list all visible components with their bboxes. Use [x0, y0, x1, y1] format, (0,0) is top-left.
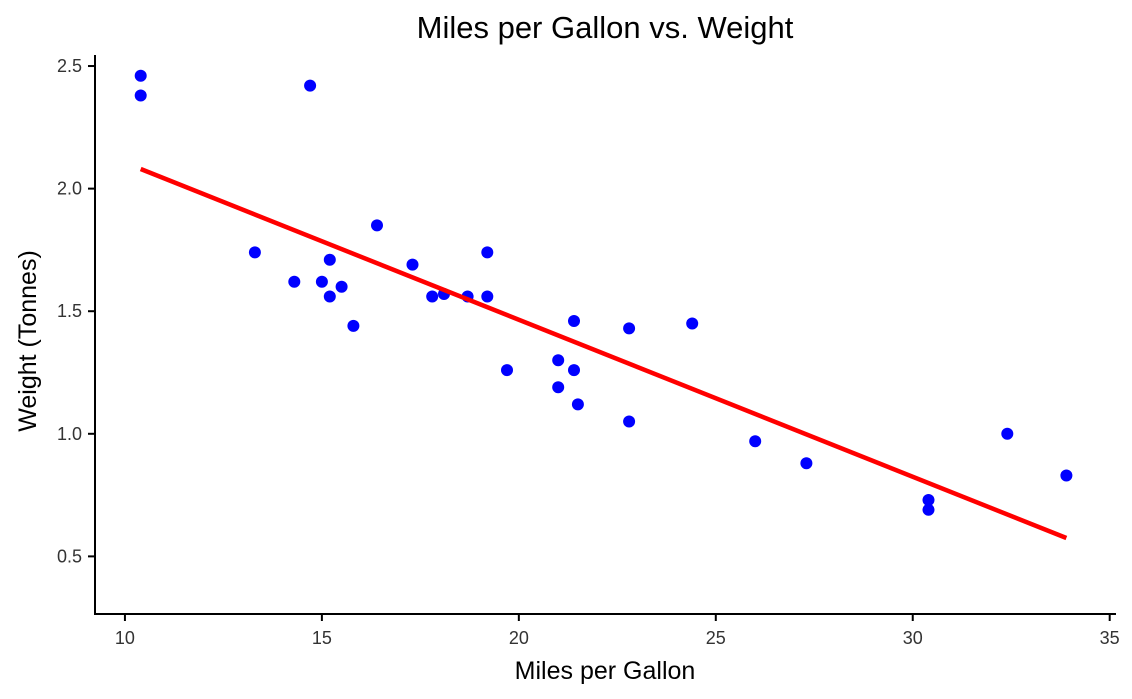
data-point — [426, 290, 439, 303]
x-tick-label: 30 — [903, 628, 923, 648]
data-point — [134, 89, 147, 102]
data-point — [922, 494, 935, 506]
data-point — [371, 219, 383, 232]
y-tick-label: 1.5 — [57, 301, 82, 321]
points-layer — [134, 69, 1073, 516]
data-point — [552, 354, 565, 367]
x-axis-ticks: 10 15 20 25 30 35 — [115, 614, 1120, 648]
data-point — [501, 364, 513, 377]
x-axis-title: Miles per Gallon — [515, 657, 696, 685]
data-point — [315, 275, 328, 288]
data-point — [288, 275, 301, 288]
data-point — [481, 290, 494, 303]
data-point — [406, 258, 419, 271]
data-point — [323, 253, 336, 266]
data-point — [568, 315, 580, 327]
data-point — [922, 503, 935, 516]
data-point — [1060, 469, 1073, 482]
y-axis-ticks: 0.5 1.0 1.5 2.0 2.5 — [57, 56, 95, 566]
data-point — [481, 246, 494, 259]
data-point — [134, 69, 147, 82]
data-point — [568, 364, 580, 377]
x-tick-label: 20 — [509, 628, 529, 648]
trend-line — [139, 166, 1068, 541]
data-point — [323, 290, 336, 303]
data-point — [623, 415, 636, 428]
data-point — [552, 381, 565, 394]
data-point — [248, 246, 261, 259]
trend-layer — [139, 166, 1068, 541]
data-point — [800, 457, 813, 470]
data-point — [571, 398, 584, 411]
data-point — [686, 317, 699, 330]
y-tick-label: 2.0 — [57, 179, 82, 199]
x-tick-label: 35 — [1100, 628, 1120, 648]
data-point — [623, 322, 636, 335]
data-point — [347, 319, 360, 332]
y-tick-label: 2.5 — [57, 56, 82, 76]
data-point — [335, 280, 348, 293]
y-axis-title: Weight (Tonnes) — [14, 250, 42, 432]
x-tick-label: 10 — [115, 628, 135, 648]
data-point — [749, 435, 762, 448]
data-point — [1001, 427, 1014, 440]
x-tick-label: 15 — [312, 628, 332, 648]
chart-title: Miles per Gallon vs. Weight — [417, 10, 794, 45]
y-tick-label: 1.0 — [57, 424, 82, 444]
y-tick-label: 0.5 — [57, 546, 82, 566]
x-tick-label: 25 — [706, 628, 726, 648]
data-point — [304, 79, 317, 92]
